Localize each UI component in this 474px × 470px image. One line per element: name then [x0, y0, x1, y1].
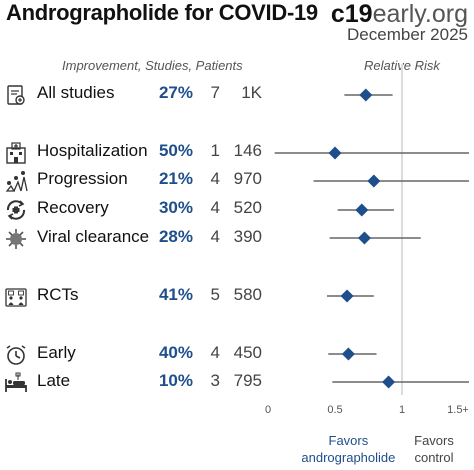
point-estimate-hospitalization [328, 146, 342, 160]
studies-count: 4 [210, 343, 220, 362]
row-all-studies: All studies 27% 7 1K [0, 81, 270, 109]
row-label: Viral clearance [37, 227, 150, 246]
favors-treatment-line2: andrographolide [301, 450, 396, 465]
row-hospitalization: Hospitalization 50% 1 146 [0, 139, 270, 167]
row-label: Early [37, 343, 76, 362]
x-tick-label: 0 [264, 404, 272, 416]
point-estimate-early [341, 347, 355, 361]
improvement-value: 10% [158, 371, 193, 390]
row-label: Recovery [37, 198, 109, 217]
patients-count: 795 [233, 371, 262, 390]
row-label: All studies [37, 83, 115, 102]
hospital-bed-icon [5, 372, 27, 392]
studies-count: 7 [210, 83, 220, 102]
favors-control-line1: Favors [414, 433, 454, 448]
favors-control-label: Favors control [414, 432, 454, 466]
rct-icon [5, 288, 27, 307]
studies-count: 5 [210, 285, 220, 304]
favors-control-line2: control [414, 450, 454, 465]
document-study-icon [7, 85, 25, 105]
row-rcts: RCTs 41% 5 580 [0, 283, 270, 311]
point-estimate-rcts [340, 289, 354, 303]
improvement-value: 40% [158, 343, 193, 362]
patients-count: 970 [233, 169, 262, 188]
row-late: Late 10% 3 795 [0, 369, 270, 397]
row-viral-clearance: Viral clearance 28% 4 390 [0, 225, 270, 253]
clock-icon [6, 345, 26, 365]
favors-treatment-label: Favors andrographolide [301, 432, 395, 466]
improvement-value: 28% [158, 227, 193, 246]
x-tick-label: 1.5+ [447, 404, 469, 416]
row-progression: Progression 21% 4 970 [0, 167, 270, 195]
row-label: Progression [37, 169, 128, 188]
hospital-icon [6, 142, 26, 164]
x-tick-label: 0.5 [327, 404, 343, 416]
progression-icon [5, 171, 28, 192]
studies-count: 4 [210, 227, 220, 246]
left-column-header: Improvement, Studies, Patients [62, 58, 243, 73]
recovery-icon [6, 200, 26, 220]
studies-count: 1 [210, 141, 220, 160]
row-label: RCTs [37, 285, 79, 304]
chart-title: Andrographolide for COVID-19 [6, 0, 318, 25]
report-date: December 2025 [347, 25, 468, 44]
studies-count: 4 [210, 198, 220, 217]
patients-count: 146 [233, 141, 262, 160]
row-label: Hospitalization [37, 141, 148, 160]
row-recovery: Recovery 30% 4 520 [0, 196, 270, 224]
improvement-value: 21% [158, 169, 193, 188]
point-estimate-all-studies [359, 88, 373, 102]
point-estimate-late [382, 375, 396, 389]
patients-count: 450 [233, 343, 262, 362]
row-early: Early 40% 4 450 [0, 341, 270, 369]
improvement-value: 30% [158, 198, 193, 217]
improvement-value: 27% [158, 83, 193, 102]
virus-icon [6, 229, 26, 249]
favors-treatment-line1: Favors [328, 433, 369, 448]
brand-bold: c19 [330, 0, 373, 28]
brand-logo[interactable]: c19early.org [331, 0, 468, 29]
patients-count: 1K [241, 83, 262, 102]
row-label: Late [37, 371, 71, 390]
improvement-value: 50% [158, 141, 193, 160]
point-estimate-recovery [355, 203, 369, 217]
point-estimate-progression [367, 174, 381, 188]
studies-count: 4 [210, 169, 220, 188]
patients-count: 390 [233, 227, 262, 246]
point-estimate-viral-clearance [357, 231, 371, 245]
brand-light: early.org [372, 0, 468, 28]
patients-count: 580 [233, 285, 262, 304]
patients-count: 520 [233, 198, 262, 217]
x-tick-label: 1 [398, 404, 406, 416]
improvement-value: 41% [158, 285, 193, 304]
studies-count: 3 [210, 371, 220, 390]
